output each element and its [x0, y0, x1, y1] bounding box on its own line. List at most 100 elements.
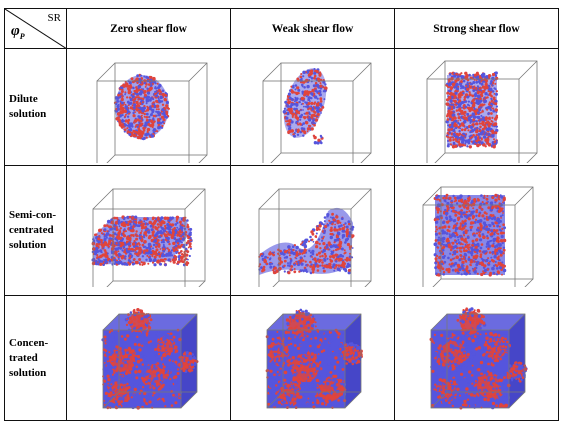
particle [343, 248, 346, 251]
particle [448, 252, 451, 255]
particle [175, 221, 179, 224]
particle [305, 111, 309, 115]
particle [480, 207, 483, 211]
particle [156, 347, 160, 352]
particle [120, 386, 123, 389]
particle [495, 228, 498, 232]
particle [287, 130, 291, 134]
particle [151, 117, 154, 120]
particle [495, 90, 498, 93]
particle [307, 249, 311, 252]
polymer-domain [433, 193, 506, 277]
particle [454, 135, 458, 139]
particle [288, 260, 292, 263]
particle [467, 216, 471, 220]
cell-semi-weak [230, 165, 395, 296]
particle [106, 374, 110, 378]
particle [478, 222, 482, 225]
particle [149, 113, 153, 117]
particle [261, 267, 265, 272]
particle [479, 94, 483, 98]
row-header-semi: Semi-con- centrated solution [4, 165, 67, 296]
particle [161, 363, 164, 366]
particle [321, 382, 325, 386]
particle [161, 103, 164, 106]
particle [284, 116, 288, 120]
particle [158, 125, 162, 129]
particle [466, 235, 470, 239]
particle [128, 128, 132, 132]
particle [493, 198, 498, 202]
particle [185, 224, 189, 228]
particle [345, 256, 349, 260]
particle [448, 262, 451, 266]
particle [278, 249, 282, 252]
particle [479, 90, 481, 93]
particle [495, 264, 498, 267]
particle [173, 230, 177, 234]
particle [152, 101, 155, 104]
particle [293, 267, 296, 270]
particle [175, 215, 179, 219]
particle [308, 72, 312, 76]
particle [119, 96, 121, 98]
particle [140, 376, 144, 380]
particle [481, 234, 486, 239]
particle [133, 111, 136, 113]
particle [102, 252, 105, 255]
particle [336, 267, 340, 271]
particle [502, 225, 506, 229]
particle [445, 120, 449, 124]
particle [290, 250, 293, 252]
particle [494, 260, 497, 263]
particle [289, 364, 292, 368]
particle [344, 237, 348, 242]
particle [120, 97, 124, 102]
particle [164, 99, 167, 102]
particle [156, 86, 160, 90]
particle [323, 215, 326, 219]
particle [132, 106, 136, 109]
particle [286, 244, 291, 249]
particle [433, 265, 437, 269]
particle [477, 101, 481, 104]
particle [493, 108, 498, 112]
particle [480, 110, 484, 113]
particle [142, 219, 145, 222]
particle [452, 107, 455, 110]
particle [159, 380, 162, 384]
particle [281, 251, 286, 256]
particle [467, 243, 470, 246]
simulation-box-conc-weak [265, 308, 363, 409]
particle [476, 226, 479, 229]
particle [316, 112, 320, 117]
particle [128, 348, 131, 351]
particle [458, 113, 461, 116]
particle [435, 215, 439, 219]
particle [270, 340, 273, 343]
particle [128, 96, 131, 99]
col-header-zero-shear: Zero shear flow [66, 8, 231, 49]
particle [153, 92, 156, 96]
particle [483, 103, 485, 106]
particle [465, 145, 469, 148]
particle [461, 132, 465, 136]
particle [335, 228, 339, 232]
particle [316, 77, 320, 81]
particle [456, 263, 460, 267]
particle [328, 257, 331, 261]
particle [314, 367, 318, 371]
particle [482, 220, 486, 225]
particle [463, 114, 466, 117]
particle [448, 217, 453, 221]
particle [482, 196, 484, 199]
particle [124, 103, 126, 106]
particle [311, 270, 314, 274]
particle [473, 200, 476, 203]
particle [127, 256, 131, 260]
particle [260, 254, 263, 257]
particle [123, 128, 126, 132]
particle [146, 365, 151, 369]
particle [467, 255, 470, 258]
particle [287, 247, 291, 251]
